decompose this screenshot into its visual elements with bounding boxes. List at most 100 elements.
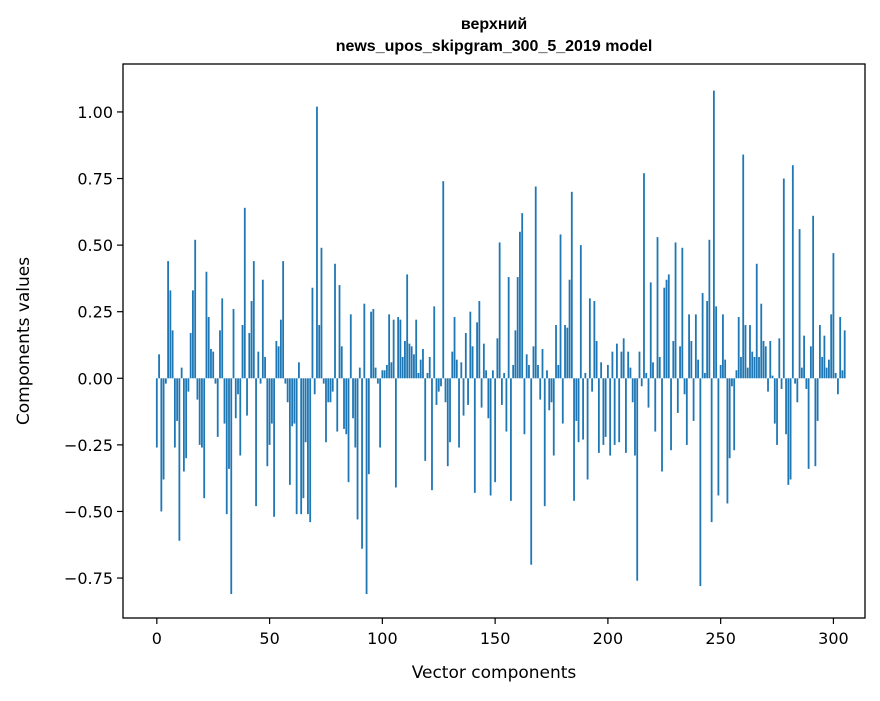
bar	[356, 378, 359, 520]
bar	[264, 356, 266, 379]
bar	[453, 317, 456, 379]
bar	[712, 90, 715, 379]
bar	[514, 330, 517, 379]
bar	[336, 378, 339, 432]
plot-frame	[122, 63, 866, 619]
bar	[426, 372, 429, 379]
bar	[216, 378, 219, 437]
bar	[582, 378, 584, 440]
bar	[343, 378, 345, 429]
x-tick-label: 250	[705, 629, 736, 648]
bar	[609, 378, 612, 456]
bar	[685, 378, 688, 445]
bar	[462, 378, 465, 416]
bar	[354, 378, 357, 448]
bar	[255, 378, 257, 507]
chart-title-line2: news_upos_skipgram_300_5_2019 model	[336, 38, 653, 55]
bar	[451, 351, 454, 379]
bar	[731, 378, 733, 387]
bar	[320, 247, 323, 379]
bar	[243, 207, 246, 379]
bar	[399, 319, 402, 379]
bar	[656, 237, 659, 379]
bar	[821, 356, 824, 379]
bar	[358, 367, 361, 379]
bar	[832, 253, 835, 379]
bar	[746, 367, 749, 379]
bar	[329, 378, 332, 403]
bar	[760, 303, 763, 379]
bar	[688, 314, 690, 379]
bar	[284, 378, 287, 384]
bar	[397, 317, 400, 379]
bar-series	[155, 90, 846, 595]
bar	[322, 378, 325, 384]
bar	[604, 378, 607, 437]
bar	[692, 378, 695, 421]
bar	[325, 378, 327, 443]
bar	[814, 378, 817, 467]
bar	[672, 341, 675, 379]
y-axis-label: Components values	[14, 257, 34, 425]
bar	[383, 370, 386, 379]
bar	[363, 303, 366, 379]
bar	[719, 364, 722, 379]
bar	[742, 154, 745, 379]
bar	[523, 378, 526, 435]
bar	[338, 285, 341, 379]
bar	[201, 378, 203, 448]
bar	[625, 378, 627, 453]
bar	[710, 378, 713, 523]
y-axis-ticks: −0.75 −0.50 −0.25 0.00 0.25 0.50 0.75 1.00	[64, 103, 123, 588]
bar	[307, 378, 309, 515]
bar	[805, 378, 808, 389]
bar	[690, 341, 693, 379]
bar	[282, 261, 285, 379]
x-axis-label: Vector components	[412, 663, 577, 683]
bar	[652, 362, 654, 379]
bar	[573, 378, 575, 501]
bar	[379, 378, 381, 448]
bar	[279, 319, 282, 379]
bar	[367, 378, 370, 475]
x-tick-label: 300	[818, 629, 849, 648]
bar	[697, 359, 699, 379]
bar	[503, 372, 506, 379]
bar	[798, 229, 801, 379]
bar	[654, 378, 657, 432]
bar	[550, 378, 553, 403]
bar	[620, 351, 623, 379]
bar	[273, 378, 275, 517]
bar	[818, 325, 821, 379]
bar	[600, 362, 603, 379]
bar	[733, 378, 736, 451]
bar	[661, 378, 663, 472]
bar	[433, 306, 436, 379]
bar	[228, 378, 230, 469]
bar	[755, 263, 758, 379]
bar	[345, 378, 348, 435]
bar	[196, 378, 199, 400]
bar	[370, 311, 372, 379]
bar	[180, 367, 183, 379]
bar	[789, 378, 792, 480]
bar	[683, 378, 686, 395]
bar	[837, 378, 839, 395]
bar	[500, 378, 503, 405]
bar	[214, 378, 217, 384]
bar	[751, 351, 754, 379]
bar	[390, 362, 393, 379]
bar	[295, 378, 298, 515]
bar	[473, 378, 476, 493]
bar	[455, 359, 458, 379]
bar	[219, 330, 221, 379]
bar	[519, 231, 521, 379]
bar	[577, 378, 580, 443]
bar	[796, 378, 799, 403]
bar	[482, 343, 485, 379]
bar	[374, 367, 377, 379]
y-tick-label: 0.00	[77, 369, 113, 388]
bar	[257, 351, 260, 379]
